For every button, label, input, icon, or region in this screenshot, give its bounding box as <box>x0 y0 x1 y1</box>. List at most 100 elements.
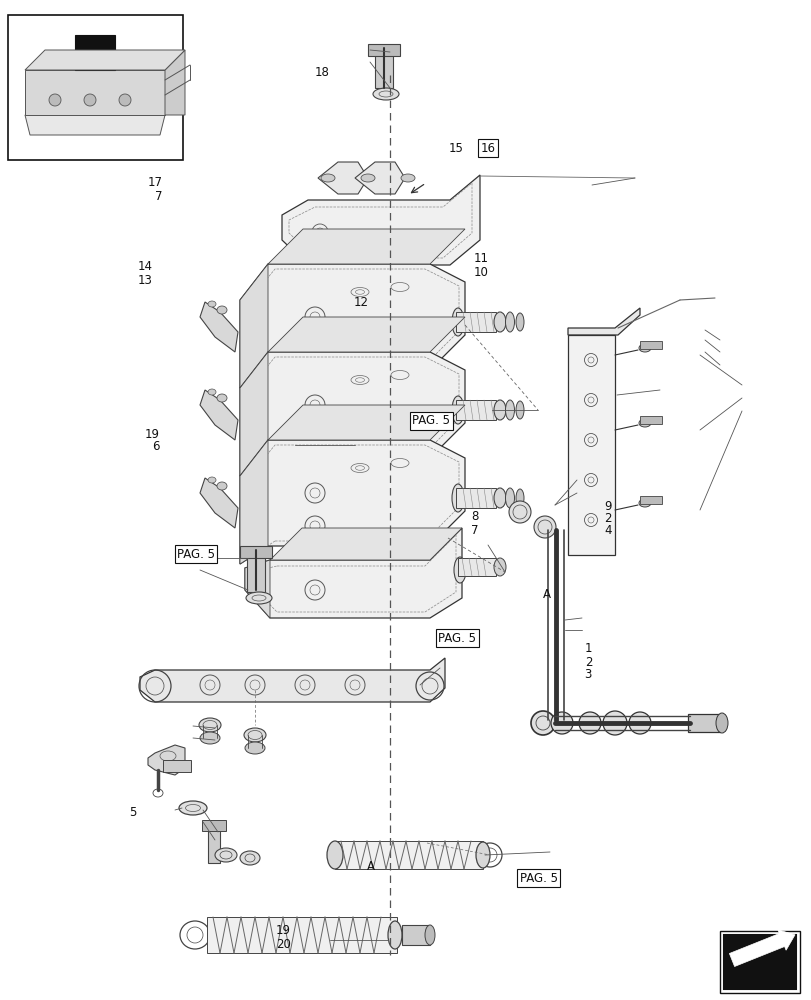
Bar <box>240 546 272 558</box>
Ellipse shape <box>243 728 266 742</box>
Bar <box>456 312 496 332</box>
Text: 9: 9 <box>603 500 611 514</box>
Ellipse shape <box>240 851 260 865</box>
Text: 5: 5 <box>129 806 136 818</box>
Text: 15: 15 <box>448 141 463 154</box>
Ellipse shape <box>515 401 523 419</box>
Ellipse shape <box>424 925 435 945</box>
Ellipse shape <box>200 732 220 744</box>
Text: 16: 16 <box>480 141 495 154</box>
Ellipse shape <box>551 712 573 734</box>
Polygon shape <box>148 745 185 775</box>
Polygon shape <box>200 390 238 440</box>
Bar <box>456 488 496 508</box>
Ellipse shape <box>493 558 505 576</box>
Text: 8: 8 <box>470 510 478 524</box>
Polygon shape <box>568 308 639 335</box>
Ellipse shape <box>217 306 227 314</box>
Text: PAG. 5: PAG. 5 <box>519 871 557 884</box>
Ellipse shape <box>388 921 401 949</box>
Text: 3: 3 <box>584 668 591 682</box>
Bar <box>687 714 719 732</box>
Text: 20: 20 <box>276 938 290 950</box>
Polygon shape <box>240 264 465 388</box>
Polygon shape <box>240 352 465 476</box>
Ellipse shape <box>638 344 650 352</box>
Ellipse shape <box>493 400 505 420</box>
Ellipse shape <box>49 94 61 106</box>
Text: 19: 19 <box>276 924 290 936</box>
Text: 2: 2 <box>603 512 611 526</box>
Bar <box>8 15 182 160</box>
Ellipse shape <box>208 301 216 307</box>
Text: 13: 13 <box>138 273 152 286</box>
Ellipse shape <box>505 488 514 508</box>
Polygon shape <box>240 440 465 564</box>
Ellipse shape <box>638 419 650 427</box>
Ellipse shape <box>534 516 556 538</box>
Bar <box>639 416 661 424</box>
Ellipse shape <box>401 174 414 182</box>
Text: PAG. 5: PAG. 5 <box>412 414 450 428</box>
Polygon shape <box>268 229 465 264</box>
Ellipse shape <box>515 313 523 331</box>
Ellipse shape <box>84 94 96 106</box>
Text: 4: 4 <box>603 524 611 538</box>
Polygon shape <box>245 560 270 618</box>
Ellipse shape <box>246 592 272 604</box>
Polygon shape <box>354 162 405 194</box>
Polygon shape <box>268 405 465 440</box>
Ellipse shape <box>508 501 530 523</box>
Polygon shape <box>25 115 165 135</box>
Bar <box>719 931 799 993</box>
Text: 10: 10 <box>473 265 487 278</box>
Ellipse shape <box>245 742 264 754</box>
Bar <box>202 820 225 831</box>
Text: 19: 19 <box>145 428 160 440</box>
Ellipse shape <box>452 396 463 424</box>
Polygon shape <box>240 352 268 476</box>
Polygon shape <box>139 658 444 702</box>
Ellipse shape <box>199 718 221 732</box>
Text: 7: 7 <box>155 190 162 202</box>
Ellipse shape <box>452 484 463 512</box>
Ellipse shape <box>493 312 505 332</box>
Ellipse shape <box>505 400 514 420</box>
Text: PAG. 5: PAG. 5 <box>438 632 476 645</box>
Polygon shape <box>318 162 367 194</box>
Bar <box>723 935 795 989</box>
Bar <box>568 335 614 555</box>
Ellipse shape <box>217 394 227 402</box>
Bar <box>163 760 191 772</box>
Text: 6: 6 <box>152 440 160 454</box>
Bar <box>247 550 264 592</box>
Text: 12: 12 <box>354 296 368 310</box>
Polygon shape <box>281 175 479 265</box>
Ellipse shape <box>208 477 216 483</box>
Text: PAG. 5: PAG. 5 <box>177 548 215 560</box>
Text: 14: 14 <box>138 260 152 273</box>
Text: A: A <box>542 587 550 600</box>
Polygon shape <box>240 264 268 388</box>
Bar <box>375 48 393 88</box>
Polygon shape <box>200 302 238 352</box>
Ellipse shape <box>217 482 227 490</box>
Bar <box>457 558 496 576</box>
Ellipse shape <box>215 848 237 862</box>
Ellipse shape <box>603 711 626 735</box>
Ellipse shape <box>372 88 398 100</box>
Text: A: A <box>367 860 375 874</box>
Bar <box>335 841 483 869</box>
Polygon shape <box>25 70 165 115</box>
Polygon shape <box>165 50 185 115</box>
Text: 18: 18 <box>315 66 329 79</box>
Ellipse shape <box>638 499 650 507</box>
Ellipse shape <box>715 713 727 733</box>
Polygon shape <box>268 317 465 352</box>
Polygon shape <box>25 50 185 70</box>
Bar <box>401 925 430 945</box>
Ellipse shape <box>475 842 489 868</box>
Ellipse shape <box>530 711 554 735</box>
Polygon shape <box>270 528 461 560</box>
Ellipse shape <box>178 801 207 815</box>
